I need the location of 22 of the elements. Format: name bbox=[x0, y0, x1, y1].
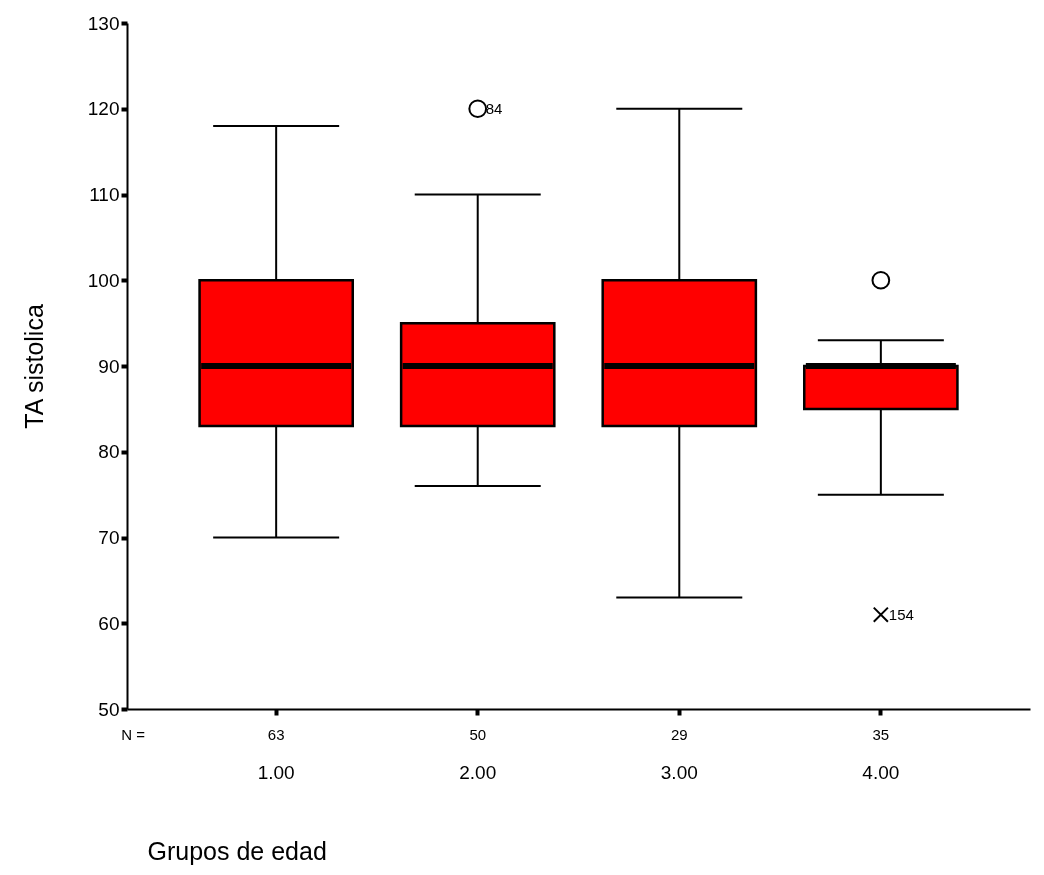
x-tick-label: 4.00 bbox=[862, 761, 900, 783]
y-axis-title: TA sistolica bbox=[19, 304, 48, 429]
annotation: 154 bbox=[888, 605, 914, 623]
y-tick-label: 70 bbox=[98, 527, 120, 548]
y-tick-label: 80 bbox=[98, 441, 120, 463]
x-axis-title: Grupos de edad bbox=[147, 836, 327, 865]
x-tick-label: 3.00 bbox=[660, 761, 698, 783]
y-tick-label: 130 bbox=[87, 12, 120, 34]
y-tick-label: 100 bbox=[87, 269, 120, 291]
x-tick-label: 2.00 bbox=[459, 761, 497, 783]
annotation: 35 bbox=[872, 726, 890, 743]
annotation: 63 bbox=[267, 726, 285, 743]
x-tick-label: 1.00 bbox=[257, 761, 295, 783]
annotation: 50 bbox=[469, 726, 487, 743]
y-tick-label: 90 bbox=[98, 355, 120, 377]
annotation: 84 bbox=[485, 99, 503, 117]
annotation: 29 bbox=[670, 726, 688, 743]
y-tick-label: 120 bbox=[87, 98, 120, 120]
y-tick-label: 110 bbox=[89, 184, 120, 205]
y-tick-label: 60 bbox=[98, 612, 120, 634]
text: N = bbox=[121, 726, 146, 743]
y-tick-label: 50 bbox=[98, 698, 120, 720]
